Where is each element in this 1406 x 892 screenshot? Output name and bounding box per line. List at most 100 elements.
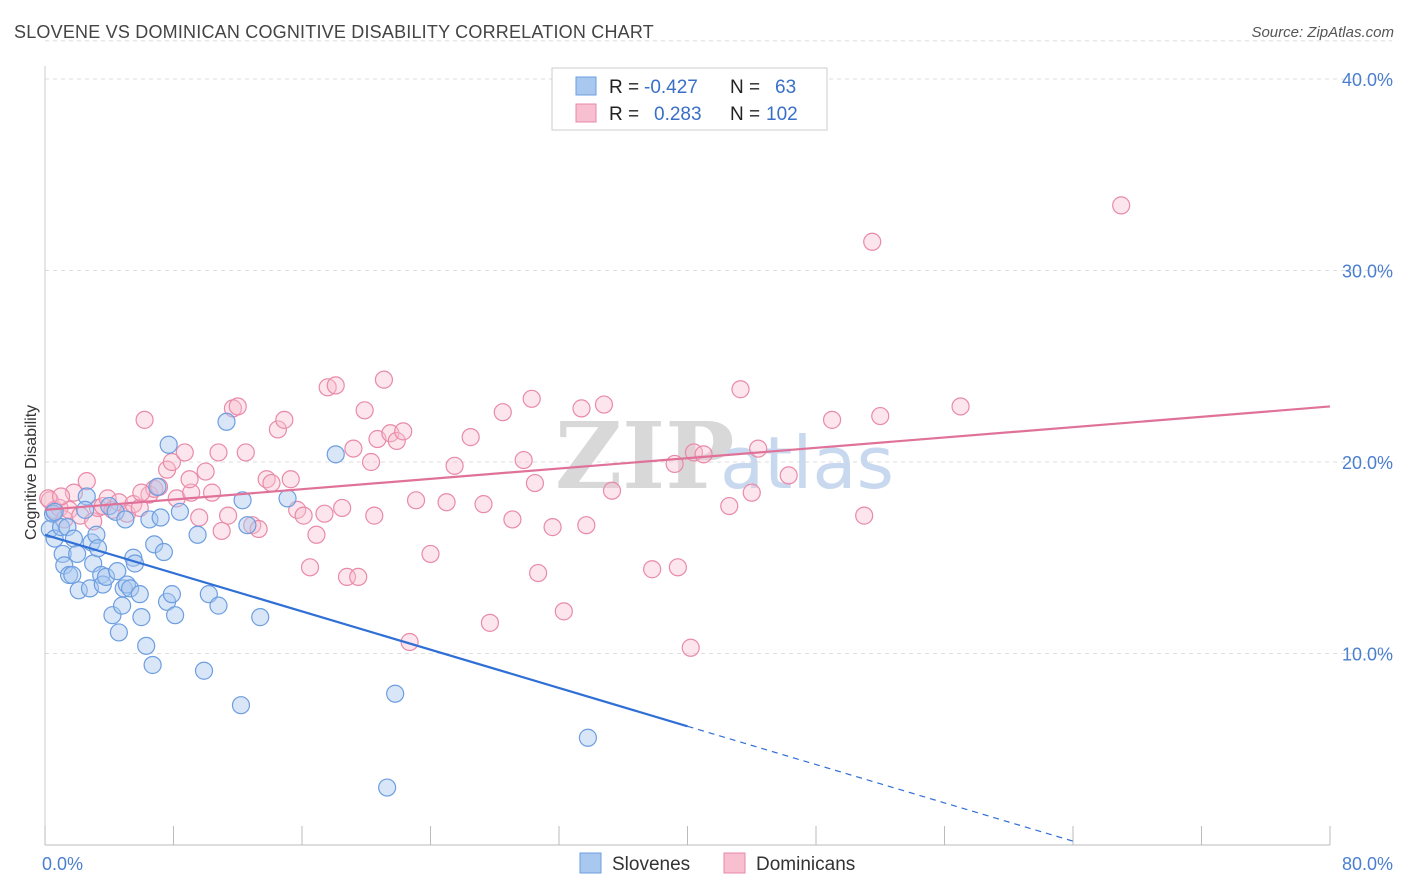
y-tick-label-0: 10.0%	[1342, 645, 1393, 665]
dominican-point-50	[344, 439, 363, 458]
stats-r-value-dominicans: 0.283	[654, 104, 702, 125]
stats-box: R = -0.427 N = 63 R = 0.283 N = 102	[551, 67, 828, 131]
slovene-point-35	[140, 510, 159, 529]
stats-r-label-slovenes: R =	[609, 77, 639, 98]
dominican-point-100	[212, 521, 231, 541]
dominican-point-40	[281, 470, 300, 489]
slovene-point-32	[130, 585, 149, 604]
dominican-point-61	[421, 544, 440, 564]
legend-label-dominicans: Dominicans	[756, 854, 855, 875]
y-tick-labels: 10.0% 20.0% 30.0% 40.0%	[1342, 70, 1393, 665]
dominican-point-70	[522, 389, 541, 408]
dominican-point-93	[871, 406, 890, 426]
slovene-point-20	[96, 567, 116, 587]
stats-n-label-dominicans: N =	[730, 104, 760, 125]
dominican-point-57	[387, 431, 406, 451]
dominican-point-97	[51, 487, 71, 506]
slovene-point-46	[194, 661, 214, 680]
slovene-point-60	[76, 500, 95, 519]
stats-r-label-dominicans: R =	[609, 104, 639, 125]
dominican-point-73	[543, 518, 562, 537]
dominican-point-82	[681, 638, 700, 657]
dominican-point-60	[406, 491, 426, 510]
y-axis-title: Cognitive Disability	[23, 405, 40, 540]
y-tick-label-2: 30.0%	[1342, 262, 1393, 282]
slovene-point-0	[40, 519, 59, 539]
dominican-point-92	[863, 232, 882, 251]
dominican-point-39	[275, 410, 294, 429]
slovene-point-42	[162, 585, 181, 604]
dominican-point-72	[529, 563, 548, 583]
slovene-point-34	[137, 636, 156, 655]
slovene-point-8	[63, 565, 82, 585]
dominican-point-52	[355, 401, 374, 420]
legend-swatch-slovenes	[579, 852, 602, 874]
stats-n-label-slovenes: N =	[730, 77, 760, 98]
slovene-point-58	[578, 728, 598, 747]
watermark-atlas: atlas	[720, 421, 894, 505]
legend-label-slovenes: Slovenes	[612, 854, 690, 875]
slovene-point-4	[53, 544, 72, 564]
dominican-point-74	[554, 602, 573, 621]
slovene-point-6	[58, 518, 77, 537]
dominican-point-85	[720, 496, 739, 516]
dominican-point-45	[315, 504, 334, 523]
legend-swatch-dominicans	[723, 852, 746, 874]
slovene-point-22	[103, 606, 122, 625]
slovene-point-12	[77, 487, 96, 506]
stats-swatch-dominicans	[575, 103, 597, 123]
dominican-point-22	[162, 452, 181, 472]
dominican-point-79	[643, 560, 662, 579]
dominican-point-66	[480, 613, 500, 632]
slovene-point-33	[132, 608, 151, 627]
dominican-point-76	[577, 516, 596, 535]
stats-n-value-dominicans: 102	[766, 104, 798, 125]
stats-swatch-slovenes	[575, 76, 597, 96]
dominican-point-68	[503, 510, 522, 529]
dominican-point-86	[731, 380, 750, 399]
dominican-point-71	[525, 473, 545, 493]
slovene-point-36	[143, 655, 162, 675]
axes	[44, 66, 1331, 846]
slovenes-trend-extension	[687, 725, 1074, 842]
slovene-point-41	[159, 435, 178, 454]
dominican-point-33	[236, 443, 255, 462]
slovene-point-62	[148, 477, 167, 496]
dominican-point-55	[374, 370, 394, 389]
dominican-point-58	[394, 422, 413, 441]
stats-r-value-slovenes: -0.427	[644, 77, 698, 98]
y-tick-label-1: 20.0%	[1342, 453, 1393, 473]
dominican-point-28	[202, 483, 222, 502]
slovenes-trend-line	[44, 533, 688, 728]
x-tick-labels: 0.0% 80.0%	[42, 854, 1393, 874]
dominican-point-11	[98, 489, 117, 508]
dominican-point-65	[474, 495, 493, 514]
dominican-point-27	[196, 462, 215, 481]
dominicans-trend-line	[44, 405, 1331, 511]
slovene-point-54	[278, 489, 297, 508]
dominican-point-35	[249, 519, 268, 539]
dominican-point-88	[749, 439, 768, 458]
dominican-point-91	[855, 506, 874, 525]
dominican-point-17	[135, 410, 154, 429]
dominican-point-53	[361, 452, 381, 472]
dominican-point-99	[180, 470, 199, 489]
slovene-point-29	[121, 579, 140, 598]
slovene-point-48	[209, 596, 228, 615]
grid-lines	[45, 40, 1392, 654]
dominican-point-81	[668, 558, 687, 577]
dominican-point-90	[822, 410, 842, 429]
chart-title: SLOVENE VS DOMINICAN COGNITIVE DISABILIT…	[14, 22, 654, 42]
slovene-point-3	[51, 518, 71, 537]
y-tick-label-3: 40.0%	[1342, 70, 1393, 90]
slovene-point-16	[87, 525, 106, 544]
dominican-point-75	[572, 399, 591, 418]
dominican-point-89	[779, 466, 798, 485]
dominican-point-44	[307, 525, 326, 544]
slovene-point-50	[231, 696, 251, 715]
dominican-point-64	[461, 428, 480, 447]
dominican-point-7	[77, 472, 96, 491]
dominican-point-43	[300, 558, 320, 577]
slovene-point-38	[151, 508, 170, 527]
